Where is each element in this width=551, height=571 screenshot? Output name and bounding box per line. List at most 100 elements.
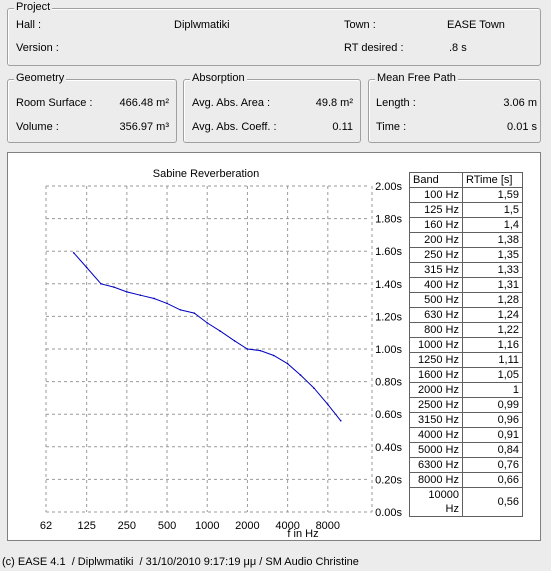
rt-data-point: [219, 330, 221, 332]
avg-abs-coeff-label: Avg. Abs. Coeff. :: [192, 121, 277, 133]
band-cell: 500 Hz: [409, 292, 463, 308]
rt-data-point: [327, 403, 329, 406]
avg-abs-coeff-value: 0.11: [332, 121, 353, 133]
rtime-cell: 0,96: [462, 412, 523, 428]
chart-x-label: f in Hz: [287, 528, 318, 540]
band-cell: 160 Hz: [409, 217, 463, 233]
project-group: Project: [7, 1, 541, 66]
band-cell: 1250 Hz: [409, 352, 463, 368]
rt-data-point: [193, 312, 196, 314]
chart-title: Sabine Reverberation: [153, 168, 259, 180]
y-tick-label: 0.00s: [375, 507, 402, 519]
rtime-cell: 0,76: [462, 457, 523, 473]
mfp-length-label: Length :: [376, 97, 416, 109]
band-cell: 1600 Hz: [409, 367, 463, 383]
rtime-cell: 0,99: [462, 397, 523, 413]
rt-data-point: [272, 354, 275, 357]
rt-table: Band RTime [s] 100 Hz 1,59 125 Hz 1,5 160 Hz…: [409, 172, 523, 517]
x-tick-label: 250: [118, 520, 136, 532]
project-title: Project: [14, 1, 53, 13]
y-tick-label: 1.60s: [375, 246, 402, 258]
mfp-time-label: Time :: [376, 121, 407, 133]
x-tick-label: 1000: [195, 520, 219, 532]
volume-value: 356.97 m³: [119, 121, 169, 133]
rtime-cell: 1,35: [462, 247, 523, 263]
mean-free-path-title: Mean Free Path: [375, 72, 458, 84]
x-tick-label: 62: [40, 520, 52, 532]
x-tick-label: 8000: [316, 520, 340, 532]
rt-table-header: Band RTime [s]: [409, 172, 523, 188]
band-cell: 100 Hz: [409, 187, 463, 203]
geometry-group: Geometry: [7, 72, 177, 143]
rt-data-point: [179, 309, 182, 311]
band-cell: 6300 Hz: [409, 457, 463, 473]
band-cell: 3150 Hz: [409, 412, 463, 428]
mfp-length-value: 3.06 m: [503, 97, 537, 109]
band-cell: 4000 Hz: [409, 427, 463, 443]
town-value: EASE Town: [447, 19, 505, 31]
rtime-cell: 0,84: [462, 442, 523, 458]
rt-data-point: [139, 294, 142, 297]
rt-data-point: [313, 387, 315, 389]
table-row: 8000 Hz 0,66: [409, 472, 523, 488]
band-cell: 800 Hz: [409, 322, 463, 338]
rt-data-point: [233, 340, 236, 342]
band-cell: 400 Hz: [409, 277, 463, 293]
hall-label: Hall :: [16, 19, 42, 31]
reverberation-chart: Sabine Reverberation f in Hz 0.00s 0.20s 0…: [40, 168, 403, 540]
rtime-cell: 1,16: [462, 337, 523, 353]
rtime-cell: 1,24: [462, 307, 523, 323]
band-cell: 2000 Hz: [409, 382, 463, 398]
rtime-cell: 1,22: [462, 322, 523, 338]
table-row: 1250 Hz 1,11: [409, 352, 523, 368]
rtime-cell: 1,28: [462, 292, 523, 308]
rt-data-point: [153, 297, 155, 300]
footer-info: (c) EASE 4.1 / Diplwmatiki / 31/10/2010 …: [2, 556, 359, 568]
avg-abs-area-value: 49.8 m²: [315, 97, 353, 109]
rtime-cell: 1,38: [462, 232, 523, 248]
y-tick-label: 1.00s: [375, 344, 402, 356]
table-row: 250 Hz 1,35: [409, 247, 523, 263]
table-row: 500 Hz 1,28: [409, 292, 523, 308]
rt-data-point: [126, 291, 128, 293]
town-label: Town :: [344, 19, 376, 31]
table-row: 4000 Hz 0,91: [409, 427, 523, 443]
band-cell: 10000 Hz: [409, 487, 463, 517]
band-cell: 8000 Hz: [409, 472, 463, 488]
band-cell: 250 Hz: [409, 247, 463, 263]
table-row: 200 Hz 1,38: [409, 232, 523, 248]
table-row: 100 Hz 1,59: [409, 187, 523, 203]
table-row: 2000 Hz 1: [409, 382, 523, 398]
rt-data-point: [206, 322, 209, 324]
rt-data-point: [339, 419, 342, 422]
rt-data-point: [286, 362, 289, 365]
band-column-header: Band: [409, 172, 463, 188]
x-tick-label: 4000: [275, 520, 299, 532]
rtime-cell: 1,4: [462, 217, 523, 233]
rt-data-point: [259, 349, 262, 352]
table-row: 160 Hz 1,4: [409, 217, 523, 233]
rt-data-point: [299, 374, 302, 376]
table-row: 630 Hz 1,24: [409, 307, 523, 323]
rtime-cell: 1,11: [462, 352, 523, 368]
table-row: 2500 Hz 0,99: [409, 397, 523, 413]
avg-abs-area-label: Avg. Abs. Area :: [192, 97, 271, 109]
y-tick-label: 0.20s: [375, 474, 402, 486]
y-tick-label: 1.80s: [375, 214, 402, 226]
rtime-cell: 1,05: [462, 367, 523, 383]
room-surface-value: 466.48 m²: [119, 97, 169, 109]
absorption-title: Absorption: [190, 72, 247, 84]
rtime-cell: 0,91: [462, 427, 523, 443]
rt-data-point: [85, 266, 88, 269]
band-cell: 5000 Hz: [409, 442, 463, 458]
x-tick-label: 2000: [235, 520, 259, 532]
y-tick-label: 0.80s: [375, 377, 402, 389]
band-cell: 125 Hz: [409, 202, 463, 218]
rt-data-point: [72, 252, 75, 254]
hall-value: Diplwmatiki: [174, 19, 230, 31]
rtime-cell: 1: [462, 382, 523, 398]
table-row: 3150 Hz 0,96: [409, 412, 523, 428]
rt-data-point: [113, 286, 115, 288]
rtime-cell: 1,31: [462, 277, 523, 293]
table-row: 10000 Hz 0,56: [409, 487, 523, 517]
